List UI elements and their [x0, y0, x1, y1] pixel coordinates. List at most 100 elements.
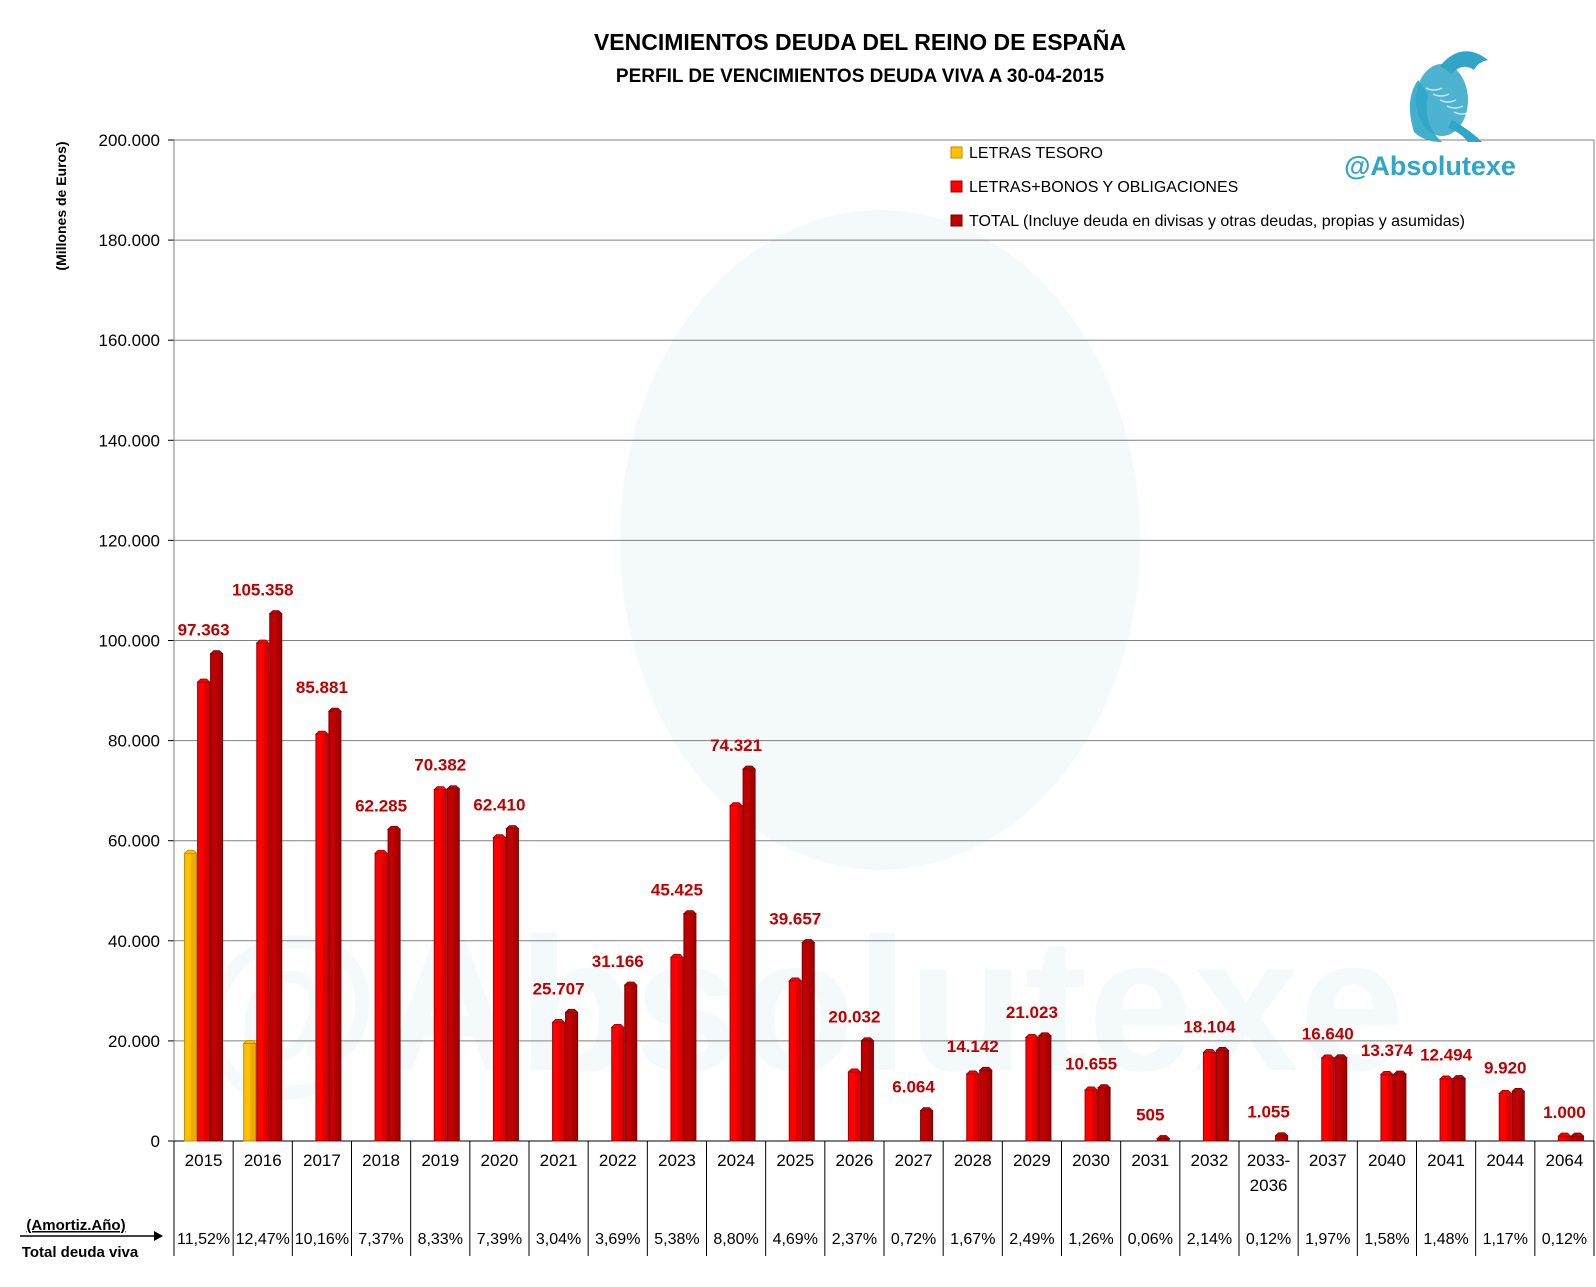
data-label: 105.358: [232, 581, 293, 600]
y-tick-label: 120.000: [99, 531, 160, 550]
data-label: 1.000: [1543, 1103, 1586, 1122]
y-tick-label: 160.000: [99, 331, 160, 350]
x-tick-label: 2029: [1013, 1151, 1051, 1170]
x-tick-label: 2041: [1427, 1151, 1465, 1170]
arrow-icon: [20, 1231, 163, 1241]
pct-total-deuda-viva: 7,37%: [358, 1231, 403, 1248]
x-tick-label: 2020: [481, 1151, 519, 1170]
x-tick-label: 2027: [895, 1151, 933, 1170]
x-tick-label: 2017: [303, 1151, 341, 1170]
table-row-label-amortiz: (Amortiz.Año): [26, 1217, 125, 1234]
bar-bonos-23: [1557, 1132, 1572, 1142]
bar-total-2: [327, 707, 342, 1142]
pct-total-deuda-viva: 11,52%: [177, 1231, 230, 1248]
legend-swatch: [950, 180, 963, 193]
data-label: 85.881: [296, 678, 348, 697]
data-label: 25.707: [533, 979, 585, 998]
legend-swatch: [950, 214, 963, 227]
y-tick-label: 180.000: [99, 231, 160, 250]
pct-total-deuda-viva: 0,12%: [1542, 1231, 1587, 1248]
pct-total-deuda-viva: 2,14%: [1187, 1231, 1232, 1248]
bar-bonos-15: [1084, 1086, 1099, 1142]
griffin-logo-icon: [1409, 51, 1488, 142]
x-tick-label: 2021: [540, 1151, 578, 1170]
data-label: 97.363: [178, 621, 230, 640]
legend-swatch: [950, 146, 963, 159]
legend-label: LETRAS+BONOS Y OBLIGACIONES: [969, 179, 1238, 196]
bar-bonos-7: [610, 1023, 625, 1142]
bar-letras-0: [183, 849, 198, 1142]
bar-bonos-2: [314, 730, 329, 1142]
bar-bonos-22: [1498, 1090, 1513, 1142]
bar-bonos-20: [1379, 1071, 1394, 1142]
x-tick-label: 2032: [1191, 1151, 1229, 1170]
data-label: 12.494: [1420, 1045, 1473, 1064]
pct-total-deuda-viva: 12,47%: [236, 1231, 290, 1248]
pct-total-deuda-viva: 2,37%: [832, 1231, 877, 1248]
bar-bonos-3: [374, 849, 389, 1142]
y-tick-label: 60.000: [108, 832, 160, 851]
data-label: 14.142: [947, 1037, 999, 1056]
bar-bonos-10: [788, 977, 803, 1142]
pct-total-deuda-viva: 3,04%: [536, 1231, 581, 1248]
table-row-label-total: Total deuda viva: [22, 1244, 139, 1261]
bar-total-10: [801, 939, 816, 1142]
bar-total-13: [978, 1066, 993, 1142]
bar-bonos-6: [551, 1018, 566, 1142]
bar-bonos-5: [492, 834, 507, 1142]
bar-bonos-14: [1024, 1033, 1039, 1142]
bar-total-16: [1156, 1135, 1171, 1142]
y-tick-label: 100.000: [99, 632, 160, 651]
pct-total-deuda-viva: 10,16%: [295, 1231, 349, 1248]
pct-total-deuda-viva: 8,33%: [418, 1231, 463, 1248]
y-tick-label: 200.000: [99, 131, 160, 150]
pct-total-deuda-viva: 1,26%: [1068, 1231, 1113, 1248]
x-tick-label: 2028: [954, 1151, 992, 1170]
x-tick-label: 2018: [362, 1151, 400, 1170]
bar-total-21: [1452, 1075, 1467, 1142]
bar-total-1: [268, 610, 283, 1142]
data-label: 505: [1136, 1105, 1164, 1124]
bars: [183, 610, 1585, 1142]
bar-letras-1: [242, 1040, 257, 1142]
data-label: 6.064: [892, 1078, 935, 1097]
pct-total-deuda-viva: 1,97%: [1305, 1231, 1350, 1248]
category-table: 2015 11,52% 2016 12,47% 2017 10,16% 2018 7,37% 2…: [173, 1141, 1595, 1256]
x-tick-label: 2016: [244, 1151, 282, 1170]
data-label: 62.410: [473, 796, 525, 815]
bar-total-8: [682, 910, 697, 1142]
bar-bonos-13: [965, 1070, 980, 1142]
bar-total-12: [919, 1107, 934, 1142]
pct-total-deuda-viva: 4,69%: [773, 1231, 818, 1248]
legend: LETRAS TESORO LETRAS+BONOS Y OBLIGACIONES…: [950, 145, 1465, 230]
x-tick-label: 2024: [717, 1151, 755, 1170]
x-tick-label: 2064: [1546, 1151, 1584, 1170]
data-label: 74.321: [710, 736, 762, 755]
bar-bonos-0: [196, 678, 211, 1142]
data-label: 70.382: [414, 756, 466, 775]
data-label: 20.032: [828, 1008, 880, 1027]
x-tick-label: 2031: [1131, 1151, 1169, 1170]
x-tick-label: 2040: [1368, 1151, 1406, 1170]
data-label: 1.055: [1247, 1103, 1290, 1122]
data-label: 45.425: [651, 881, 703, 900]
bar-bonos-21: [1439, 1075, 1454, 1142]
bar-total-11: [860, 1037, 875, 1142]
data-label: 21.023: [1006, 1003, 1058, 1022]
pct-total-deuda-viva: 1,17%: [1483, 1231, 1528, 1248]
bar-total-4: [446, 785, 461, 1142]
pct-total-deuda-viva: 0,72%: [891, 1231, 936, 1248]
y-tick-label: 80.000: [108, 732, 160, 751]
bar-bonos-4: [433, 786, 448, 1142]
pct-total-deuda-viva: 3,69%: [595, 1231, 640, 1248]
data-label: 16.640: [1302, 1025, 1354, 1044]
bar-bonos-17: [1202, 1049, 1217, 1142]
y-tick-label: 40.000: [108, 932, 160, 951]
x-tick-label: 2023: [658, 1151, 696, 1170]
bar-total-18: [1274, 1132, 1289, 1142]
x-tick-label: 2033-2036: [1247, 1151, 1290, 1195]
y-tick-labels: 0 20.000 40.000 60.000 80.000 100.000 120.000 1…: [99, 131, 160, 1151]
bar-total-7: [623, 981, 638, 1142]
pct-total-deuda-viva: 2,49%: [1009, 1231, 1054, 1248]
pct-total-deuda-viva: 1,67%: [950, 1231, 995, 1248]
